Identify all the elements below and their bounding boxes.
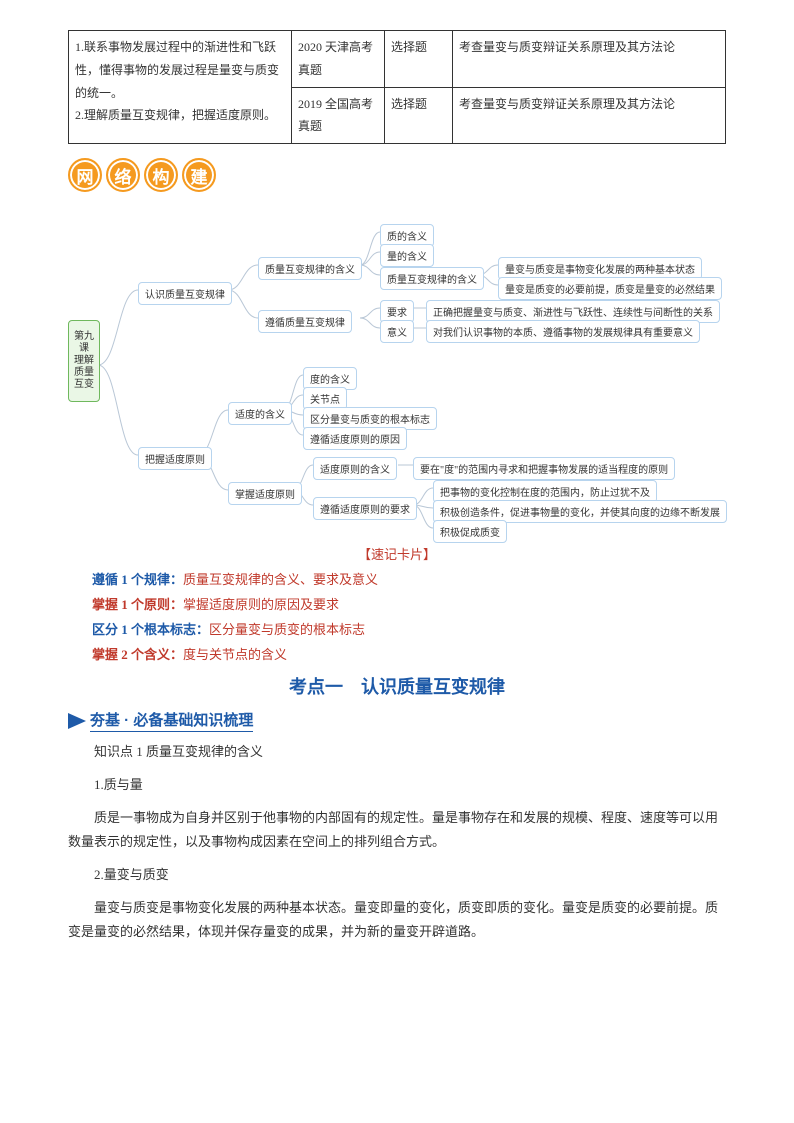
table-r1c3: 选择题	[385, 31, 453, 88]
memo-text: 区分量变与质变的根本标志	[209, 622, 365, 637]
mm-node: 遵循适度原则的原因	[303, 427, 407, 450]
para: 1.质与量	[68, 773, 726, 798]
memo-label: 掌握 1 个原则：	[92, 597, 183, 612]
mm-node: 遵循质量互变规律	[258, 310, 352, 333]
mm-node: 量的含义	[380, 244, 434, 267]
badge-char: 建	[182, 158, 216, 192]
mm-node: 意义	[380, 320, 414, 343]
mm-node: 对我们认识事物的本质、遵循事物的发展规律具有重要意义	[426, 320, 700, 343]
badge-char: 构	[144, 158, 178, 192]
kaodian-heading: 考点一 认识质量互变规律	[68, 673, 726, 699]
exam-table: 1.联系事物发展过程中的渐进性和飞跃性，懂得事物的发展过程是量变与质变的统一。2…	[68, 30, 726, 144]
table-r2c4: 考查量变与质变辩证关系原理及其方法论	[453, 87, 726, 144]
badge-char: 络	[106, 158, 140, 192]
section-badge: 网 络 构 建	[68, 158, 726, 192]
memo-label: 遵循 1 个规律：	[92, 572, 183, 587]
table-r2c2: 2019 全国高考真题	[292, 87, 385, 144]
mm-node: 掌握适度原则	[228, 482, 302, 505]
mm-node: 质量互变规律的含义	[380, 267, 484, 290]
para: 量变与质变是事物变化发展的两种基本状态。量变即量的变化，质变即质的变化。量变是质…	[68, 896, 726, 945]
para: 2.量变与质变	[68, 863, 726, 888]
mm-node: 积极促成质变	[433, 520, 507, 543]
mm-node: 把握适度原则	[138, 447, 212, 470]
memo-text: 质量互变规律的含义、要求及意义	[183, 572, 378, 587]
body-text: 知识点 1 质量互变规律的含义 1.质与量 质是一事物成为自身并区别于他事物的内…	[68, 740, 726, 945]
memo-title: 【速记卡片】	[68, 544, 726, 563]
mm-node: 适度原则的含义	[313, 457, 397, 480]
hangji-row: 夯基 · 必备基础知识梳理	[68, 709, 726, 732]
mm-node: 适度的含义	[228, 402, 292, 425]
mm-node: 量变是质变的必要前提，质变是量变的必然结果	[498, 277, 722, 300]
mm-node: 认识质量互变规律	[138, 282, 232, 305]
para: 知识点 1 质量互变规律的含义	[68, 740, 726, 765]
memo-label: 掌握 2 个含义：	[92, 647, 183, 662]
badge-char: 网	[68, 158, 102, 192]
memo-block: 遵循 1 个规律：质量互变规律的含义、要求及意义 掌握 1 个原则：掌握适度原则…	[68, 569, 726, 663]
table-col1: 1.联系事物发展过程中的渐进性和飞跃性，懂得事物的发展过程是量变与质变的统一。2…	[69, 31, 292, 144]
table-r2c3: 选择题	[385, 87, 453, 144]
hangji-text: 夯基 · 必备基础知识梳理	[90, 709, 253, 732]
table-r1c4: 考查量变与质变辩证关系原理及其方法论	[453, 31, 726, 88]
para: 质是一事物成为自身并区别于他事物的内部固有的规定性。量是事物存在和发展的规模、程…	[68, 806, 726, 855]
mm-root: 第九课 理解质量互变	[68, 320, 100, 402]
table-r1c2: 2020 天津高考真题	[292, 31, 385, 88]
memo-label: 区分 1 个根本标志：	[92, 622, 209, 637]
mm-node: 要在"度"的范围内寻求和把握事物发展的适当程度的原则	[413, 457, 675, 480]
memo-text: 掌握适度原则的原因及要求	[183, 597, 339, 612]
mindmap: 第九课 理解质量互变 认识质量互变规律 把握适度原则 质量互变规律的含义 遵循质…	[68, 210, 726, 540]
mm-node: 质量互变规律的含义	[258, 257, 362, 280]
memo-text: 度与关节点的含义	[183, 647, 287, 662]
triangle-icon	[68, 713, 86, 729]
mm-node: 遵循适度原则的要求	[313, 497, 417, 520]
